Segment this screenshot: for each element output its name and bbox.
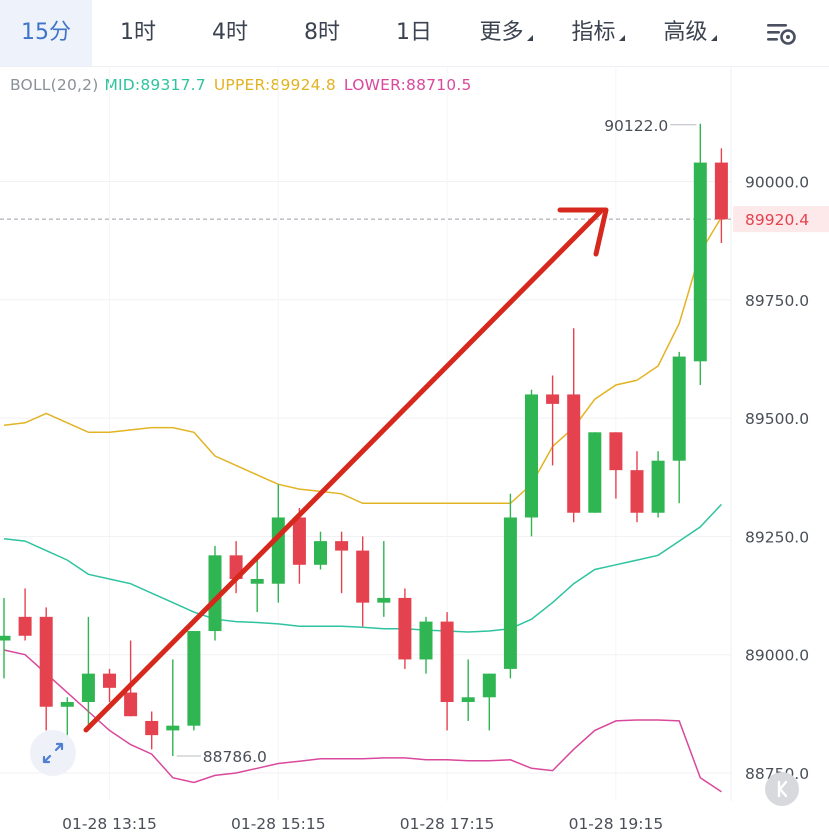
candle-body	[398, 597, 412, 660]
tab-label: 15分	[21, 20, 71, 45]
collapse-icon	[777, 780, 788, 798]
tab-2[interactable]: 4时	[184, 0, 276, 66]
zoom-button[interactable]	[30, 730, 76, 776]
chart-settings-button[interactable]	[764, 18, 800, 48]
y-tick-label: 89250.0	[745, 528, 809, 546]
candle-body	[124, 692, 138, 717]
tab-label: 1日	[396, 20, 432, 45]
candle-body	[103, 673, 116, 688]
candle-body	[187, 631, 201, 726]
tab-4[interactable]: 1日	[368, 0, 460, 66]
boll-legend: BOLL(20,2) MID:89317.7 UPPER:89924.8 LOWER:…	[10, 76, 472, 94]
candle-body	[18, 616, 32, 636]
expand-arrows-icon	[42, 742, 64, 764]
y-tick-label: 89000.0	[745, 647, 809, 665]
candle-body	[567, 394, 581, 513]
x-tick-label: 01-28 19:15	[569, 815, 664, 833]
x-tick-label: 01-28 13:15	[62, 815, 157, 833]
tab-label: 高级	[663, 20, 708, 45]
candle-body	[672, 356, 686, 461]
y-tick-label: 89750.0	[745, 292, 809, 310]
min-price-label: 88786.0	[203, 748, 267, 766]
y-tick-label: 89500.0	[745, 410, 809, 428]
candle-body	[461, 697, 475, 703]
boll-mid-value: MID:89317.7	[104, 76, 206, 94]
current-price-tag	[733, 206, 829, 233]
tab-5[interactable]: 更多	[460, 0, 552, 66]
boll-mid-line	[3, 503, 722, 633]
tab-label: 4时	[212, 20, 248, 45]
dropdown-caret-icon	[618, 35, 625, 41]
dropdown-caret-icon	[526, 35, 533, 41]
candle-body	[630, 470, 644, 513]
candle-body	[81, 673, 95, 703]
x-tick-label: 01-28 17:15	[400, 815, 495, 833]
candle-body	[314, 541, 327, 565]
boll-upper-value: UPPER:89924.8	[213, 76, 336, 94]
candle-body	[271, 517, 285, 584]
candle-body	[588, 432, 602, 513]
candle-body	[419, 621, 433, 660]
candle-body	[39, 616, 53, 707]
boll-lower-value: LOWER:88710.5	[343, 76, 472, 94]
x-tick-label: 01-28 15:15	[231, 815, 326, 833]
boll-lower-line	[3, 649, 722, 793]
trend-arrow-head	[557, 207, 609, 257]
candle-body	[292, 517, 306, 565]
boll-legend-label: BOLL(20,2)	[10, 76, 99, 94]
trend-arrow-shaft	[83, 209, 603, 733]
dropdown-caret-icon	[710, 35, 717, 41]
candle-body	[208, 555, 222, 632]
candle-body	[651, 460, 665, 513]
candle-body	[335, 541, 349, 551]
candle-body	[0, 635, 11, 641]
candle-body	[609, 432, 623, 471]
timeframe-tab-bar: 15分 1时 4时 8时 1日 更多 指标 高级	[0, 0, 829, 67]
tab-label: 8时	[304, 20, 340, 45]
candle-body	[166, 725, 180, 731]
tab-1[interactable]: 1时	[92, 0, 184, 66]
collapse-button[interactable]	[765, 772, 799, 806]
tab-7[interactable]: 高级	[644, 0, 736, 66]
candle-body	[714, 162, 728, 220]
current-price-label: 89920.4	[745, 211, 809, 229]
candle-body	[482, 673, 496, 698]
tab-label: 1时	[120, 20, 156, 45]
candle-body	[440, 621, 454, 703]
max-price-label: 90122.0	[604, 117, 668, 135]
tab-0[interactable]: 15分	[0, 0, 92, 66]
candle-body	[546, 394, 560, 404]
candle-body	[60, 702, 74, 707]
candlestick-chart[interactable]: 90000.089750.089500.089250.089000.088750…	[0, 66, 829, 839]
candle-body	[377, 597, 391, 603]
chart-settings-icon	[767, 24, 796, 45]
tab-label: 指标	[571, 20, 616, 45]
candle-body	[145, 720, 159, 736]
tab-label: 更多	[479, 20, 524, 45]
candle-body	[250, 578, 264, 584]
candle-body	[356, 550, 370, 603]
candle-body	[693, 162, 707, 362]
y-tick-label: 90000.0	[745, 174, 809, 192]
candle-body	[503, 517, 517, 669]
candle-body	[525, 394, 538, 518]
boll-upper-line	[3, 216, 723, 505]
tab-6[interactable]: 指标	[552, 0, 644, 66]
tab-3[interactable]: 8时	[276, 0, 368, 66]
